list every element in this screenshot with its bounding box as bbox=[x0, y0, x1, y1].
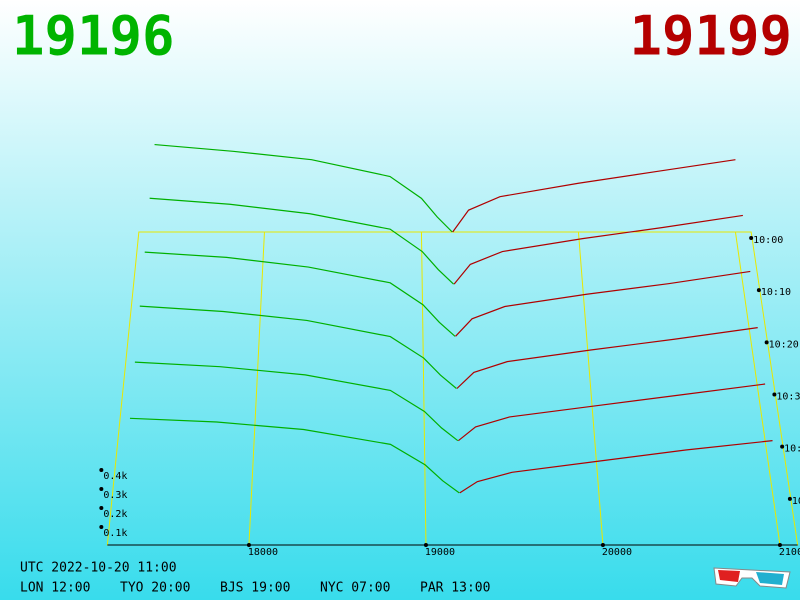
time-tick bbox=[772, 392, 777, 397]
bids-depth-line bbox=[154, 143, 453, 233]
grid-line bbox=[734, 231, 781, 546]
time-label: 10:00 bbox=[753, 235, 783, 246]
x-tick-label: 18000 bbox=[248, 547, 278, 558]
time-label: 10:40 bbox=[784, 444, 800, 455]
bids-depth-line bbox=[134, 361, 459, 442]
zone-time: TYO 20:00 bbox=[120, 581, 190, 596]
zone-time: NYC 07:00 bbox=[320, 581, 390, 596]
y-tick-label: 0.2k bbox=[103, 509, 127, 520]
time-label: 10:30 bbox=[776, 392, 800, 403]
y-tick-label: 0.4k bbox=[103, 471, 127, 482]
depth-lines bbox=[129, 143, 773, 494]
grid-line bbox=[577, 231, 604, 546]
time-tick bbox=[780, 444, 785, 449]
zone-time: LON 12:00 bbox=[20, 581, 90, 596]
asks-depth-line bbox=[459, 440, 773, 494]
time-tick bbox=[749, 236, 754, 240]
tick-mark bbox=[777, 543, 782, 547]
3d-glasses-icon bbox=[713, 567, 791, 589]
x-tick-label: 21000 bbox=[779, 547, 800, 558]
y-tick-mark bbox=[99, 487, 104, 491]
bids-depth-line bbox=[139, 305, 457, 389]
bid-price: 19196 bbox=[12, 5, 175, 68]
asks-depth-line bbox=[453, 214, 743, 285]
grid-line bbox=[248, 231, 265, 546]
y-tick-mark bbox=[99, 506, 104, 510]
utc-time: UTC 2022-10-20 11:00 bbox=[20, 561, 177, 576]
time-label: 10:50 bbox=[792, 496, 800, 507]
y-tick-label: 0.3k bbox=[103, 490, 127, 501]
tick-mark bbox=[246, 543, 251, 547]
grid-line bbox=[420, 231, 427, 546]
floor: 18000 19000 20000 21000 10:00 10:10 10:20 10:30… bbox=[99, 231, 800, 558]
bids-depth-line bbox=[149, 197, 455, 285]
bids-depth-line bbox=[144, 251, 456, 337]
asks-depth-line bbox=[456, 327, 758, 389]
time-zones: LON 12:00 TYO 20:00 BJS 19:00 NYC 07:00 PAR … bbox=[20, 581, 490, 596]
zone-time: PAR 13:00 bbox=[420, 581, 490, 596]
time-tick bbox=[787, 496, 792, 501]
time-tick bbox=[764, 340, 769, 345]
time-label: 10:10 bbox=[761, 287, 791, 298]
asks-depth-line bbox=[457, 383, 766, 442]
zone-time: BJS 19:00 bbox=[220, 581, 290, 596]
y-tick-mark bbox=[99, 468, 104, 472]
time-label: 10:20 bbox=[769, 339, 799, 350]
x-tick-label: 20000 bbox=[602, 547, 632, 558]
x-tick-label: 19000 bbox=[425, 547, 455, 558]
y-tick-label: 0.1k bbox=[103, 528, 127, 539]
asks-depth-line bbox=[455, 270, 751, 337]
bids-depth-line bbox=[129, 417, 460, 494]
tick-mark bbox=[423, 543, 428, 547]
ask-price: 19199 bbox=[629, 5, 792, 68]
y-tick-mark bbox=[99, 525, 104, 529]
time-tick bbox=[756, 288, 761, 293]
asks-depth-line bbox=[452, 159, 736, 233]
tick-mark bbox=[600, 543, 605, 547]
